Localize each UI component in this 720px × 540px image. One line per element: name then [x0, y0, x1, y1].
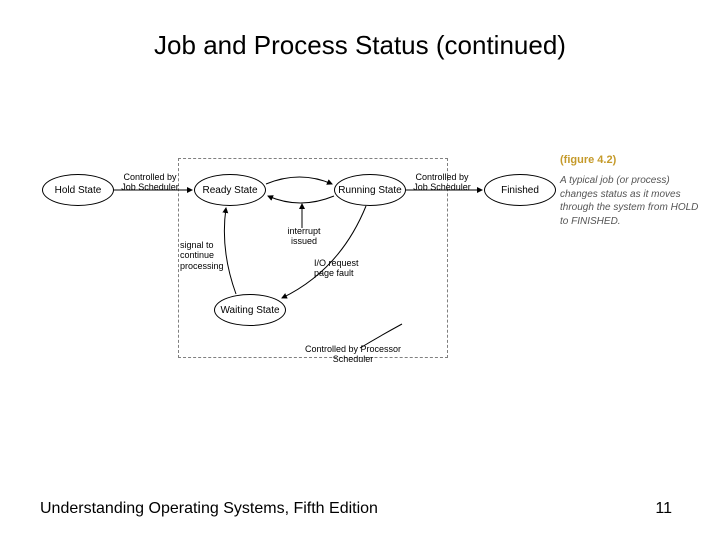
node-finished: Finished — [484, 174, 556, 206]
node-running-label: Running State — [338, 185, 401, 196]
slide-title: Job and Process Status (continued) — [0, 30, 720, 61]
label-interrupt: interrupt issued — [278, 226, 330, 247]
node-hold: Hold State — [42, 174, 114, 206]
label-processor-scheduler: Controlled by Processor Scheduler — [298, 344, 408, 365]
node-hold-label: Hold State — [55, 185, 102, 196]
figure-reference: (figure 4.2) — [560, 154, 616, 166]
page-number: 11 — [655, 500, 672, 518]
node-ready-label: Ready State — [202, 185, 257, 196]
footer-book-title: Understanding Operating Systems, Fifth E… — [40, 500, 378, 518]
label-running-to-finished: Controlled by Job Scheduler — [412, 172, 472, 193]
node-finished-label: Finished — [501, 185, 539, 196]
node-waiting-label: Waiting State — [220, 305, 279, 316]
node-waiting: Waiting State — [214, 294, 286, 326]
node-ready: Ready State — [194, 174, 266, 206]
label-hold-to-ready: Controlled by Job Scheduler — [120, 172, 180, 193]
node-running: Running State — [334, 174, 406, 206]
figure-caption: A typical job (or process) changes statu… — [560, 174, 700, 228]
label-signal: signal to continue processing — [180, 240, 236, 271]
process-state-diagram: Hold State Ready State Running State Wai… — [20, 140, 700, 390]
label-io-request: I/O request page fault — [314, 258, 374, 279]
